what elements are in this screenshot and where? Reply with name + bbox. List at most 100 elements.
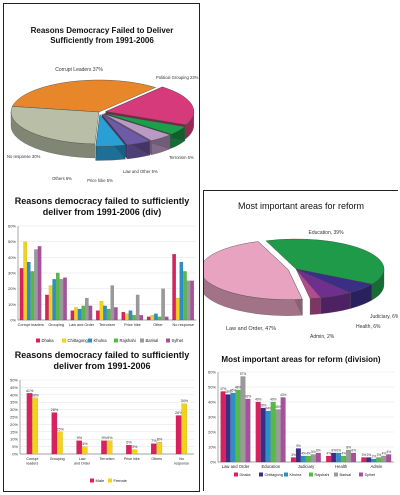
bar-div-bar-rajshahi bbox=[183, 271, 187, 321]
bar-reform-bar-barisal bbox=[346, 449, 351, 463]
bar-gender-data-label: 15% bbox=[56, 427, 64, 431]
bar-div-bar-khulna bbox=[128, 310, 133, 321]
bar-gender-title-line1: Reasons democracy failed to sufficiently bbox=[14, 350, 190, 360]
bar-gender-data-label: 5% bbox=[82, 442, 88, 446]
bar-div-legend-khulna: Khulna bbox=[94, 338, 108, 343]
bar-gender-data-label: 3% bbox=[132, 445, 138, 449]
bar-reform-bar-dhaka bbox=[220, 391, 226, 463]
bar-div-xtick: Grouping bbox=[48, 323, 64, 327]
pie1-label-5: Others 6% bbox=[52, 176, 72, 181]
bar-div-legend-rajshahi: Rajshahi bbox=[120, 338, 136, 343]
bar-div-xtick: Other bbox=[153, 323, 163, 327]
pie2-label-4: Law and Order, 47% bbox=[226, 326, 276, 332]
pie2-label-3: Admin, 2% bbox=[310, 334, 335, 340]
bar-div-bar-barisal bbox=[186, 280, 191, 321]
pie2-slice-education bbox=[265, 238, 385, 285]
bar-gender-data-label: 6% bbox=[126, 441, 132, 445]
bar-div-ytick: 20% bbox=[8, 286, 16, 291]
bar-reform-ytick: 0% bbox=[210, 460, 216, 465]
bar-reform-data-label: 5% bbox=[387, 450, 392, 454]
bar-gender-bar-male bbox=[51, 412, 58, 455]
bar-div-bar-dhaka bbox=[19, 268, 24, 321]
bar-reform-bar-chittagong bbox=[331, 452, 337, 463]
bar-reform-data-label: 34% bbox=[265, 407, 272, 411]
bar-reform-data-label: 6% bbox=[336, 449, 341, 453]
pie1-slice-law-and-other bbox=[103, 113, 171, 141]
bar-gender-bar-female bbox=[181, 403, 187, 455]
bar-reform-bar-chittagong bbox=[295, 448, 301, 463]
bar-gender-xtick: response bbox=[174, 462, 189, 466]
bar-reform-xtick: Judiciary bbox=[298, 464, 315, 469]
bar-reform-data-label: 8% bbox=[346, 446, 351, 450]
bar-gender-data-label: 34% bbox=[181, 399, 189, 403]
bar-div-bar-khulna bbox=[154, 313, 158, 321]
bar-div-bar-dhaka bbox=[96, 310, 100, 321]
bar-gender-data-label: 9% bbox=[107, 436, 113, 440]
bar-reform-legend-barisal: Barisal bbox=[340, 473, 352, 477]
bar-reform-ytick: 10% bbox=[208, 445, 216, 450]
bar-reform-data-label: 4% bbox=[306, 452, 311, 456]
bar-reform-bar-rajshahi bbox=[376, 457, 382, 463]
bar-gender-ytick: 25% bbox=[10, 415, 18, 420]
bar-reform-data-label: 3% bbox=[362, 453, 367, 457]
bar-div-bar-khulna bbox=[179, 261, 184, 321]
bar-reform-data-label: 4% bbox=[326, 452, 331, 456]
bar-gender-xtick: Price hike bbox=[124, 457, 140, 461]
bar-div-bar-sylhet bbox=[37, 246, 42, 321]
bar-reform-data-label: 4% bbox=[301, 452, 306, 456]
bar-gender-bar-male bbox=[151, 443, 157, 455]
bar-reform-bar-dhaka bbox=[326, 455, 332, 463]
bar-gender-bar-male bbox=[101, 440, 107, 455]
bar-reform-data-label: 35% bbox=[275, 405, 282, 409]
bar-div-bar-sylhet bbox=[114, 307, 118, 321]
bar-div-bar-barisal bbox=[110, 285, 115, 321]
bar-gender-data-label: 8% bbox=[157, 438, 163, 442]
bar-reform-data-label: 6% bbox=[316, 449, 321, 453]
pie1-slice-corrupt-leaders bbox=[12, 79, 157, 113]
bar-div-bar-sylhet bbox=[88, 305, 93, 321]
bar-div-bar-rajshahi bbox=[56, 272, 60, 321]
bar-reform-data-label: 3% bbox=[291, 453, 296, 457]
bar-gender-bar-male bbox=[126, 445, 132, 455]
bar-gender-bar-female bbox=[131, 449, 138, 455]
bar-gender-legend-swatch bbox=[108, 478, 112, 483]
bar-div-bar-rajshahi bbox=[106, 308, 111, 321]
bar-div-legend-swatch bbox=[114, 338, 118, 343]
bar-reform-legend-swatch bbox=[284, 472, 288, 477]
pie1-label-3: Law and Other 5% bbox=[123, 169, 158, 174]
bar-reform-bar-rajshahi bbox=[305, 455, 311, 463]
bar-reform-data-label: 9% bbox=[296, 444, 301, 448]
bar-div-bar-chittagong bbox=[125, 313, 129, 321]
bar-div-chart: 0% 10% 20% 30% 40% 50% 60% Corrupt leaders Group… bbox=[8, 224, 196, 343]
bar-reform-bar-khulna bbox=[230, 392, 236, 463]
right-panel bbox=[203, 191, 397, 491]
bar-reform-data-label: 5% bbox=[311, 450, 316, 454]
bar-gender-xtick: Grouping bbox=[50, 457, 65, 461]
bar-reform-legend-swatch bbox=[334, 472, 338, 477]
bar-gender-ytick: 0% bbox=[12, 452, 18, 457]
bar-div-bar-sylhet bbox=[63, 277, 67, 321]
bar-reform-xtick: Admin bbox=[370, 464, 383, 469]
bar-reform-legend-chittagong: Chittagong bbox=[265, 473, 283, 477]
bar-div-bar-chittagong bbox=[23, 241, 27, 321]
bar-reform-data-label: 4% bbox=[341, 452, 346, 456]
pie2-chart: Education, 39% Judiciary, 6% Health, 6% Adm… bbox=[204, 230, 398, 340]
bar-gender-bar-male bbox=[76, 440, 82, 455]
bar-reform-bar-sylhet bbox=[386, 454, 392, 463]
bar-reform-bar-barisal bbox=[275, 409, 281, 463]
bar-gender-ytick: 35% bbox=[10, 400, 18, 405]
bar-gender-data-label: 9% bbox=[101, 436, 107, 440]
bar-reform-bar-dhaka bbox=[255, 401, 261, 463]
bar-gender-bar-female bbox=[156, 442, 163, 455]
bar-gender-ytick: 10% bbox=[10, 437, 18, 442]
bar-gender-ytick: 45% bbox=[10, 385, 18, 390]
pie1-chart: Corrupt Leaders 37% Political Grouping 23… bbox=[7, 67, 199, 183]
bar-div-legend-swatch bbox=[36, 338, 40, 343]
bar-reform-data-label: 36% bbox=[260, 404, 267, 408]
bar-reform-data-label: 42% bbox=[245, 395, 252, 399]
bar-gender-legend-male: Male bbox=[96, 478, 105, 483]
bar-div-bar-chittagong bbox=[99, 301, 104, 321]
bar-reform-legend-rajshahi: Rajshahi bbox=[315, 473, 330, 477]
bar-div-bar-dhaka bbox=[146, 316, 151, 321]
bar-reform-data-label: 4% bbox=[382, 452, 387, 456]
